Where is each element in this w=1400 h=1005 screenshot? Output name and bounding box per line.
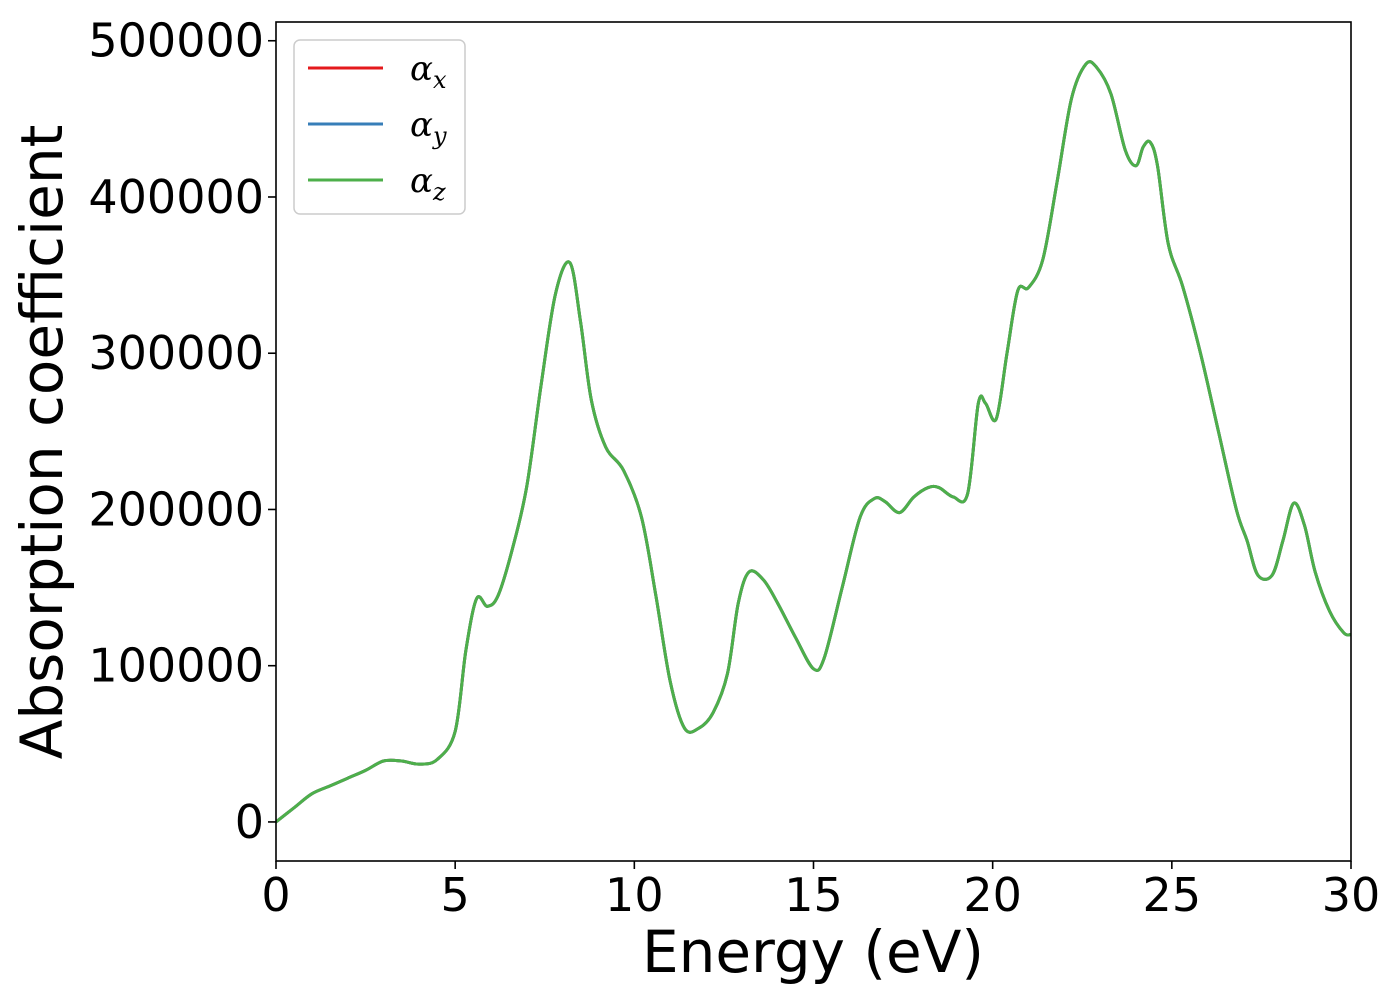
legend-subscript: z (432, 178, 446, 206)
x-axis-label: Energy (eV) (642, 918, 984, 986)
plot-area (276, 60, 1351, 824)
legend-label-x: αx (410, 49, 447, 94)
x-tick-label: 10 (605, 868, 664, 922)
y-tick-label: 500000 (88, 14, 264, 68)
x-tick-label: 20 (963, 868, 1022, 922)
axes: 0 5 10 15 20 25 30 0 100000 200000 300000 400000 500… (88, 14, 1380, 922)
y-tick-label: 300000 (88, 326, 264, 380)
y-axis-label: Absorption coefficient (8, 125, 76, 760)
legend-label-y: αy (410, 105, 447, 150)
x-tick-label: 30 (1322, 868, 1381, 922)
y-tick-label: 0 (235, 795, 264, 849)
legend-subscript: x (433, 66, 447, 94)
x-tick-label: 5 (441, 868, 470, 922)
legend-symbol: α (410, 49, 433, 89)
series-line-z (276, 60, 1351, 824)
y-tick-label: 400000 (88, 170, 264, 224)
legend-symbol: α (410, 161, 433, 201)
legend-box (293, 39, 466, 215)
y-tick-label: 100000 (88, 639, 264, 693)
x-tick-label: 0 (261, 868, 290, 922)
legend-symbol: α (410, 105, 433, 145)
y-tick-label: 200000 (88, 482, 264, 536)
legend-subscript: y (432, 122, 447, 150)
x-tick-label: 15 (784, 868, 843, 922)
x-tick-label: 25 (1143, 868, 1202, 922)
legend-label-z: αz (410, 161, 446, 206)
series-group (276, 60, 1351, 824)
